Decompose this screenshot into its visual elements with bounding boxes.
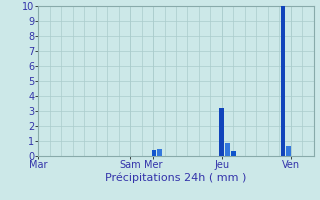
X-axis label: Précipitations 24h ( mm ): Précipitations 24h ( mm ) (105, 173, 247, 183)
Bar (220, 108, 224, 156)
Bar (286, 146, 291, 156)
Bar (157, 148, 162, 156)
Bar (225, 142, 230, 156)
Bar (152, 150, 156, 156)
Bar (281, 6, 285, 156)
Bar (231, 151, 236, 156)
